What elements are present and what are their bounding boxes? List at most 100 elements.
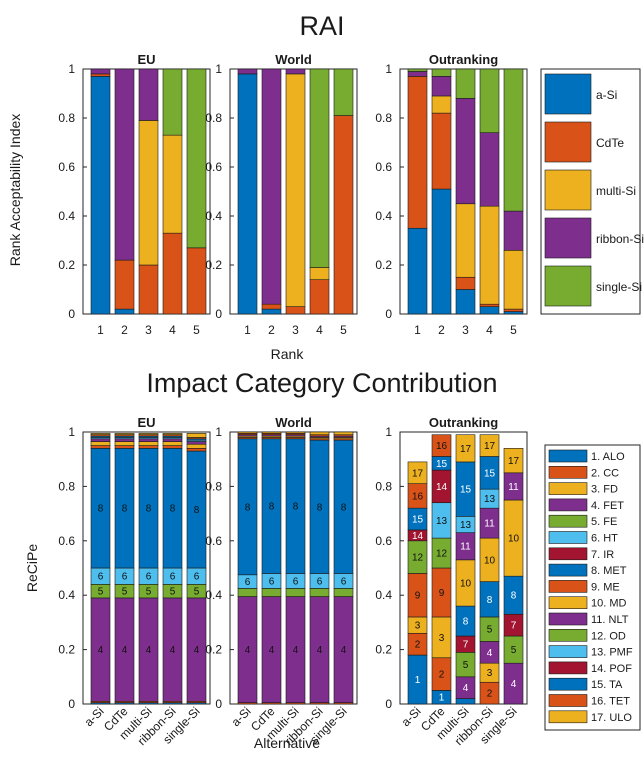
bar-segment-ribbon-si-rank-3 <box>285 68 306 75</box>
y-tick-label: 1 <box>68 62 75 76</box>
segment-label: 14 <box>436 482 448 493</box>
icc-panel-outranking: Outranking00.20.40.60.811239121415161712… <box>375 415 528 748</box>
segment-label: 17 <box>508 456 520 467</box>
segment-label: 8 <box>194 505 200 516</box>
bar-segment-single-si-rank-2 <box>431 68 452 77</box>
bar-segment-17-ulo-ribbon-si <box>479 434 500 457</box>
legend-swatch-13-pmf <box>548 645 588 658</box>
segment-label: 7 <box>463 640 469 651</box>
bar-segment-ribbon-si-rank-2 <box>261 68 282 305</box>
rai-panel-outranking: Outranking 0 0.2 0.4 0.6 0.8 1 1 2 3 4 5 <box>375 52 528 337</box>
y-tick-label: 0.6 <box>58 160 75 174</box>
icc-y-axis-label: ReCiPe <box>24 544 40 592</box>
legend-label-6-ht: 6. HT <box>591 533 618 545</box>
legend-swatch-single-si <box>544 265 592 307</box>
legend-swatch-ribbon-si <box>544 217 592 259</box>
bar-segment-ribbon-si-rank-1 <box>407 71 428 77</box>
rai-figure-title: RAI <box>299 11 344 41</box>
bar-segment-9-me-a-si <box>90 445 111 449</box>
y-tick-label: 1 <box>385 425 392 439</box>
y-tick-label: 0.6 <box>205 534 222 548</box>
segment-label: 15 <box>484 468 496 479</box>
legend-label-10-md: 10. MD <box>591 598 627 610</box>
segment-label: 15 <box>436 459 448 470</box>
x-tick-label: 2 <box>121 323 128 337</box>
bar-segment-10-md-single-si <box>186 443 207 449</box>
panel-title: World <box>275 52 312 67</box>
y-tick-label: 1 <box>385 62 392 76</box>
bar-segment-ribbon-si-rank-1 <box>90 68 111 75</box>
y-tick-label: 0.8 <box>205 111 222 125</box>
x-tick-label: 2 <box>438 323 445 337</box>
legend-swatch-7-ir <box>548 547 588 561</box>
panel-title: World <box>275 415 312 430</box>
segment-label: 4 <box>293 645 299 656</box>
bar-segment-17-ulo-single-si <box>333 431 354 436</box>
segment-label: 2 <box>415 640 421 651</box>
segment-label: 11 <box>508 482 519 493</box>
panel-title: EU <box>137 52 155 67</box>
legend-label-15-ta: 15. TA <box>591 679 623 691</box>
x-tick-label: 5 <box>510 323 517 337</box>
segment-label: 4 <box>122 645 128 656</box>
bar-segment-17-ulo-cdte <box>114 433 135 436</box>
segment-label: 9 <box>439 588 445 599</box>
bar-segment-single-si-rank-4 <box>479 68 500 134</box>
legend-label-7-ir: 7. IR <box>591 549 614 561</box>
bar-segment-11-nlt-multi-si <box>138 438 159 442</box>
y-tick-label: 0.2 <box>205 643 222 657</box>
segment-label: 16 <box>436 441 448 452</box>
segment-label: 5 <box>122 587 128 598</box>
segment-label: 14 <box>412 531 424 542</box>
bar-segment-cdte-rank-5 <box>186 247 207 315</box>
segment-label: 5 <box>170 587 176 598</box>
legend-label-13-pmf: 13. PMF <box>591 647 633 659</box>
bar-segment-cdte-rank-5 <box>503 308 524 312</box>
legend-swatch-1-alo <box>548 449 588 463</box>
bar-segment-multi-si-rank-3 <box>285 73 306 307</box>
legend-label-4-fet: 4. FET <box>591 500 624 512</box>
segment-label: 4 <box>317 645 323 656</box>
panel-title: Outranking <box>429 52 498 67</box>
legend-label-9-me: 9. ME <box>591 581 620 593</box>
legend-label-single-si: single-Si <box>596 280 642 294</box>
segment-label: 4 <box>194 645 200 656</box>
segment-label: 5 <box>194 587 200 598</box>
legend-swatch-15-ta <box>548 677 588 691</box>
legend-swatch-17-ulo <box>548 710 588 724</box>
bar-segment-ribbon-si-rank-3 <box>455 98 476 205</box>
segment-label: 9 <box>415 591 421 602</box>
bar-segment-cdte-rank-1 <box>407 76 428 229</box>
y-tick-label: 0.2 <box>375 258 392 272</box>
bar-segment-5-fe-ribbon-si <box>309 588 330 597</box>
legend-label-1-alo: 1. ALO <box>591 451 625 463</box>
icc-panel-eu: EU00.20.40.60.8145684568456845684568a-Si… <box>58 415 211 748</box>
segment-label: 8 <box>293 502 299 513</box>
y-tick-label: 0 <box>215 697 222 711</box>
segment-label: 13 <box>460 520 472 531</box>
bar-segment-single-si-rank-5 <box>186 68 207 249</box>
y-tick-label: 0.4 <box>375 588 392 602</box>
y-tick-label: 0.4 <box>58 209 75 223</box>
bar-segment-cdte-rank-4 <box>162 232 183 315</box>
segment-label: 8 <box>122 504 128 515</box>
y-tick-label: 0.8 <box>375 111 392 125</box>
bar-segment-single-si-rank-4 <box>309 68 330 268</box>
segment-label: 17 <box>484 441 496 452</box>
segment-label: 11 <box>484 519 495 530</box>
y-tick-label: 0 <box>385 697 392 711</box>
segment-label: 1 <box>439 693 445 704</box>
segment-label: 8 <box>511 591 517 602</box>
x-tick-label: 1 <box>244 323 251 337</box>
bar-segment-multi-si-rank-5 <box>503 250 524 310</box>
bar-segment-ribbon-si-rank-2 <box>431 76 452 97</box>
bar-segment-1-alo-multi-si <box>455 698 476 705</box>
bar-segment-17-ulo-single-si <box>503 448 524 474</box>
legend-label-8-met: 8. MET <box>591 565 627 577</box>
bar-segment-cdte-rank-2 <box>431 112 452 190</box>
legend-swatch-9-me <box>548 580 588 593</box>
y-tick-label: 0.6 <box>375 534 392 548</box>
bar-segment-multi-si-rank-4 <box>162 134 183 234</box>
y-tick-label: 0.2 <box>58 643 75 657</box>
